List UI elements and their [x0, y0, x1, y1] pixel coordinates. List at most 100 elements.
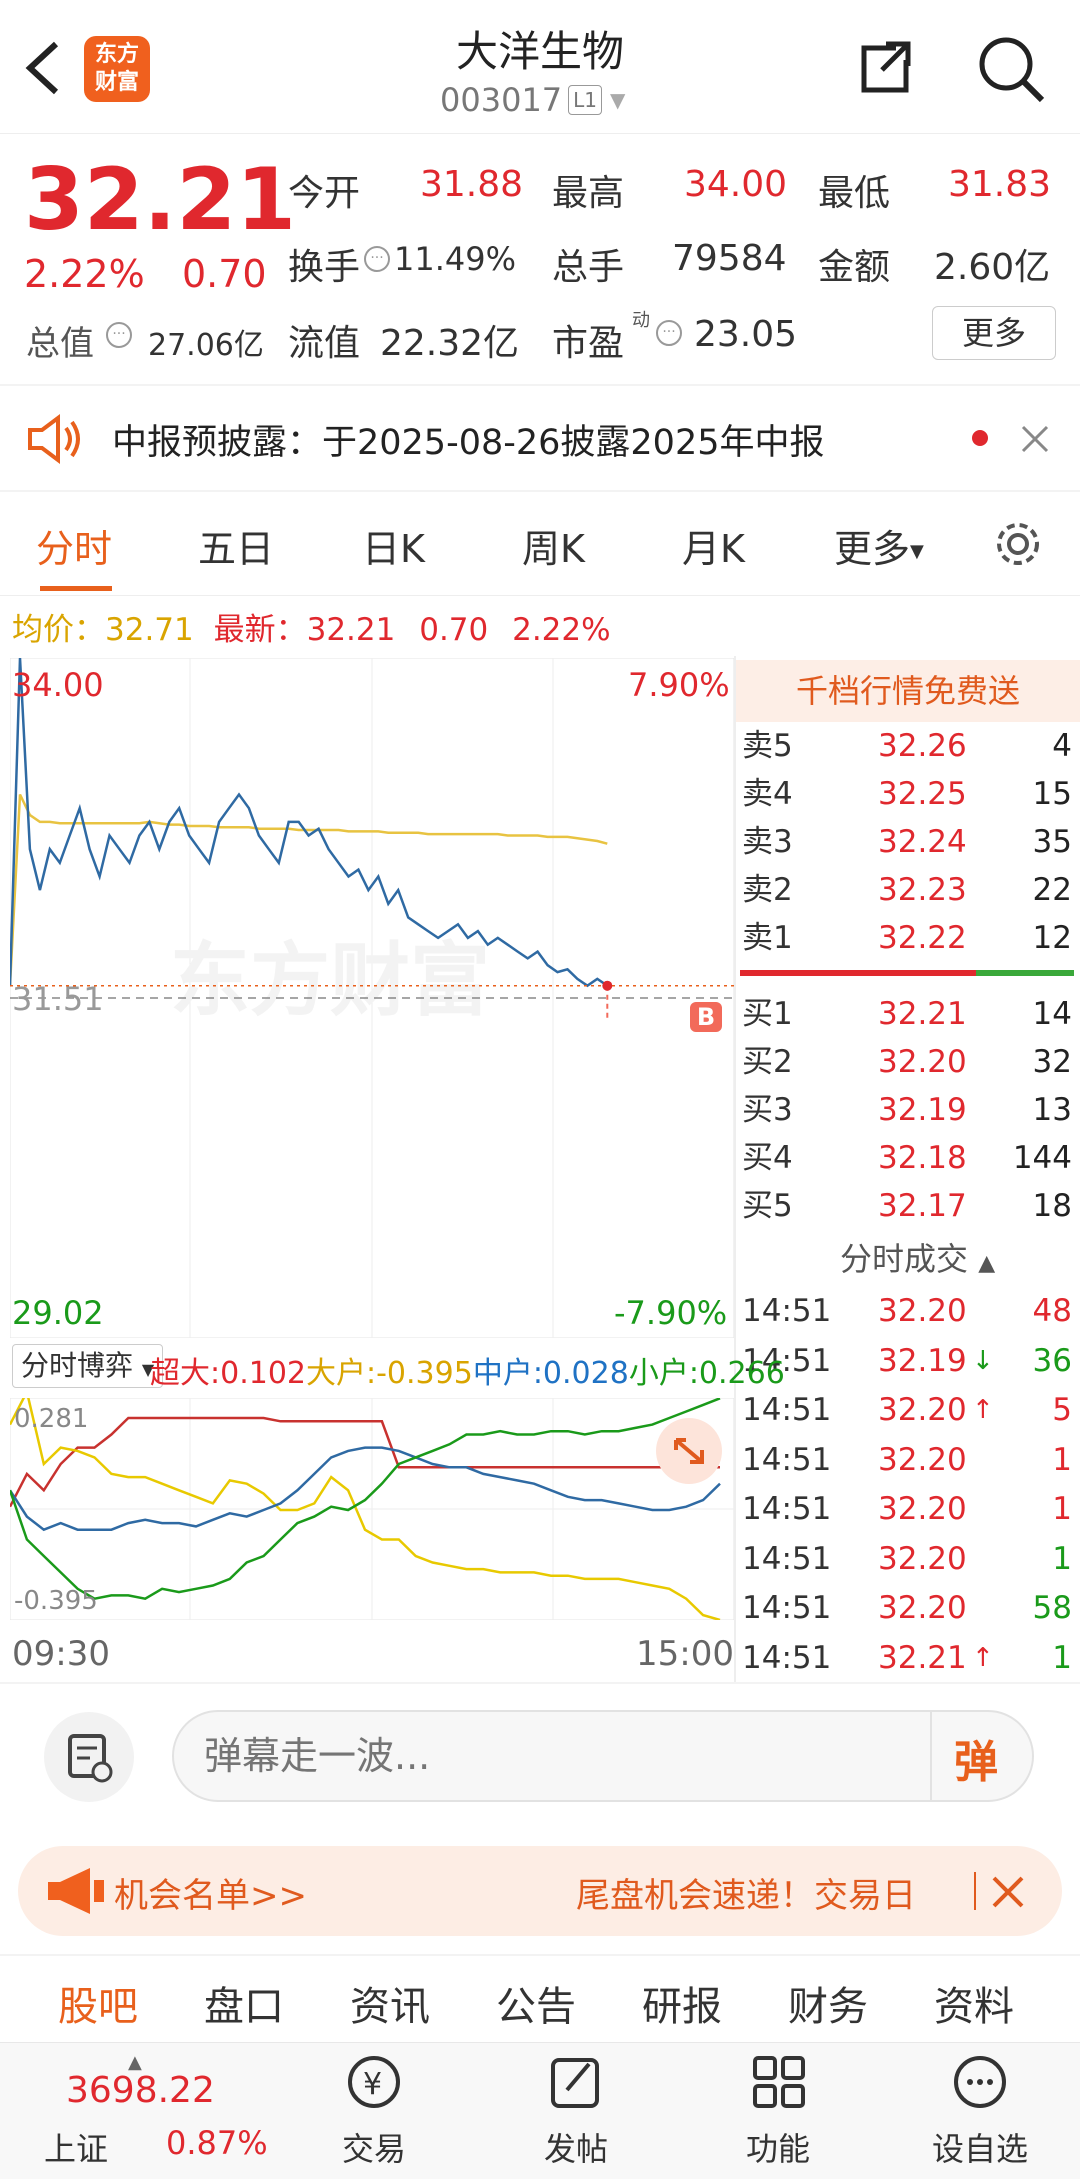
expand-icon[interactable]: [656, 1418, 722, 1484]
info-icon[interactable]: ···: [106, 322, 132, 348]
index-value[interactable]: 3698.22: [66, 2070, 215, 2111]
time-end: 15:00: [636, 1634, 734, 1674]
svg-text:¥: ¥: [363, 2067, 382, 2102]
last-value: 32.21: [306, 612, 396, 648]
gear-icon[interactable]: [990, 516, 1046, 572]
speaker-icon: [28, 414, 80, 464]
avg-price-line: [10, 793, 608, 986]
close-icon[interactable]: [1020, 424, 1050, 454]
level-volume: 18: [1032, 1188, 1072, 1224]
level-volume: 14: [1032, 996, 1072, 1032]
trade-time: 14:51: [742, 1441, 832, 1478]
nav-trade[interactable]: ¥ 交易: [314, 2050, 434, 2170]
prev-close-label: 31.51: [12, 980, 104, 1018]
tab-five-day[interactable]: 五日: [198, 527, 275, 571]
flow-selector[interactable]: 分时博弈 ▼: [12, 1344, 164, 1388]
avg-label: 均价：: [12, 612, 105, 648]
content-tab[interactable]: 财务: [788, 1984, 868, 2030]
info-icon[interactable]: ···: [656, 320, 682, 346]
flow-legend: 超大:0.102大户:-0.395中户:0.028小户:0.266: [150, 1348, 785, 1392]
back-icon[interactable]: [22, 38, 62, 98]
opportunity-banner[interactable]: 机会名单>> 尾盘机会速递！交易日: [18, 1846, 1062, 1936]
tab-daily-k[interactable]: 日K: [362, 527, 425, 571]
close-icon[interactable]: [990, 1874, 1026, 1910]
intraday-chart[interactable]: 东方财富: [10, 658, 734, 1338]
trades-title-label: 分时成交: [840, 1240, 969, 1278]
tab-intraday[interactable]: 分时: [36, 527, 113, 571]
level-volume: 12: [1032, 920, 1072, 956]
sell-level-row[interactable]: 卖5 32.26 4: [742, 722, 1076, 770]
tab-monthly-k[interactable]: 月K: [682, 527, 745, 571]
more-button[interactable]: 更多: [932, 306, 1056, 360]
content-tab[interactable]: 研报: [642, 1984, 722, 2030]
nav-post[interactable]: 发帖: [516, 2050, 636, 2170]
change-amount: 0.70: [182, 252, 267, 296]
stock-code: 003017: [440, 81, 563, 119]
y-bottom-label: 29.02: [12, 1294, 104, 1332]
legend-mid: 中户:0.028: [472, 1356, 629, 1391]
pct-top-label: 7.90%: [628, 666, 730, 704]
divider: [930, 1712, 932, 1800]
content-tab[interactable]: 资讯: [350, 1984, 430, 2030]
stock-code-selector[interactable]: 003017 L1 ▼: [440, 81, 625, 119]
share-icon[interactable]: [856, 38, 916, 98]
trade-row: 14:51 32.20 1: [742, 1484, 1076, 1534]
market-cap-value: 27.06亿: [148, 328, 264, 363]
content-tab[interactable]: 资料: [934, 1984, 1014, 2030]
banner-right-text: 尾盘机会速递！交易日: [576, 1876, 916, 1916]
level-volume: 4: [1052, 728, 1072, 764]
level-price: 32.22: [878, 920, 967, 956]
nav-functions[interactable]: 功能: [718, 2050, 838, 2170]
comment-input[interactable]: [204, 1726, 804, 1786]
level-volume: 22: [1032, 872, 1072, 908]
last-label: 最新：: [213, 612, 307, 648]
search-icon[interactable]: [976, 34, 1046, 104]
banner-left-text: 机会名单>>: [114, 1876, 307, 1916]
low-value: 31.83: [948, 164, 1052, 205]
content-tab[interactable]: 公告: [496, 1984, 576, 2030]
sell-level-row[interactable]: 卖1 32.22 12: [742, 914, 1076, 962]
tab-weekly-k[interactable]: 周K: [522, 527, 585, 571]
buy-level-row[interactable]: 买3 32.19 13: [742, 1086, 1076, 1134]
buy-level-row[interactable]: 买5 32.17 18: [742, 1182, 1076, 1230]
trade-volume: 1: [1052, 1441, 1072, 1478]
trade-volume: 1: [1052, 1491, 1072, 1527]
market-cap-label: 总值: [26, 324, 94, 364]
trades-title[interactable]: 分时成交 ▲: [840, 1234, 995, 1280]
eastmoney-logo: 东方 财富: [84, 36, 150, 102]
content-tab[interactable]: 盘口: [204, 1984, 284, 2030]
period-tabs: 分时 五日 日K 周K 月K 更多▼: [0, 492, 1080, 596]
flow-ybottom-label: -0.395: [14, 1586, 98, 1616]
nav-add-watchlist[interactable]: 设自选: [920, 2050, 1040, 2170]
tab-more[interactable]: 更多▼: [834, 518, 924, 573]
notice-bar[interactable]: 中报预披露：于2025-08-26披露2025年中报: [0, 386, 1080, 490]
amount-value: 2.60亿: [934, 247, 1051, 288]
content-tab[interactable]: 股吧: [58, 1984, 138, 2030]
promo-banner[interactable]: 千档行情免费送: [736, 660, 1080, 722]
trade-volume: 58: [1032, 1590, 1072, 1626]
trade-row: 14:51 32.20 1: [742, 1435, 1076, 1485]
current-price: 32.21: [24, 150, 297, 250]
pct-bottom-label: -7.90%: [614, 1294, 728, 1332]
last-change: 0.70: [419, 612, 489, 648]
sell-level-row[interactable]: 卖2 32.23 22: [742, 866, 1076, 914]
flow-chart[interactable]: [10, 1398, 734, 1620]
buy-level-row[interactable]: 买4 32.18 144: [742, 1134, 1076, 1182]
info-icon[interactable]: ···: [364, 246, 390, 272]
notice-text: 中报预披露：于2025-08-26披露2025年中报: [112, 423, 825, 463]
send-danmu-button[interactable]: 弹: [954, 1737, 998, 1788]
note-icon[interactable]: [44, 1712, 134, 1802]
buy-level-row[interactable]: 买2 32.20 32: [742, 1038, 1076, 1086]
megaphone-icon: [48, 1868, 104, 1914]
last-pct: 2.22%: [512, 612, 611, 648]
level-label: 卖4: [742, 776, 793, 812]
sell-level-row[interactable]: 卖4 32.25 15: [742, 770, 1076, 818]
buy-level-row[interactable]: 买1 32.21 14: [742, 990, 1076, 1038]
buy-marker[interactable]: B: [690, 1002, 722, 1032]
sell-level-row[interactable]: 卖3 32.24 35: [742, 818, 1076, 866]
trade-price: 32.20: [878, 1540, 967, 1577]
caret-down-icon: ▼: [910, 541, 924, 562]
level-volume: 13: [1032, 1092, 1072, 1128]
level-price: 32.21: [878, 996, 967, 1032]
trade-volume: 5: [1052, 1392, 1072, 1428]
